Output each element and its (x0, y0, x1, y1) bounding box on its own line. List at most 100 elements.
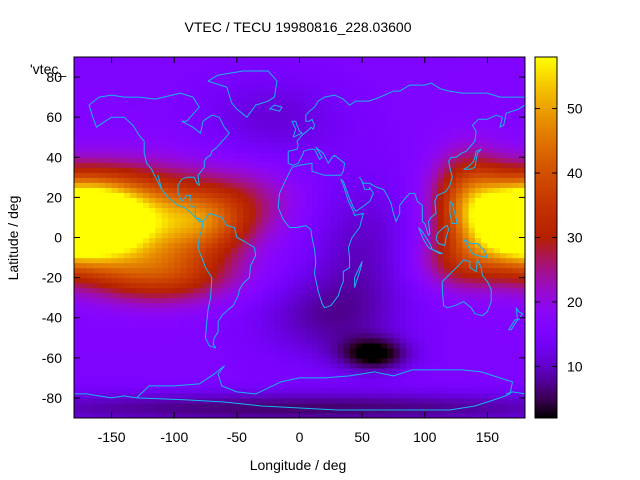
heatmap-cell (506, 382, 514, 389)
heatmap-cell (399, 242, 407, 249)
heatmap-cell (142, 342, 150, 349)
heatmap-cell (424, 212, 432, 219)
heatmap-cell (462, 392, 470, 399)
heatmap-cell (249, 232, 257, 239)
heatmap-cell (299, 262, 307, 269)
heatmap-cell (224, 297, 232, 304)
heatmap-cell (193, 322, 200, 329)
heatmap-cell (462, 202, 470, 209)
heatmap-cell (362, 317, 369, 324)
heatmap-cell (117, 182, 125, 188)
heatmap-cell (349, 362, 357, 369)
heatmap-cell (324, 212, 332, 219)
heatmap-cell (449, 372, 457, 379)
heatmap-cell (337, 252, 344, 259)
heatmap-cell (193, 137, 200, 143)
heatmap-cell (286, 267, 294, 274)
heatmap-cell (249, 317, 257, 324)
heatmap-cell (399, 217, 407, 224)
heatmap-cell (167, 137, 175, 143)
heatmap-cell (293, 212, 301, 219)
heatmap-cell (343, 77, 351, 83)
heatmap-cell (161, 92, 169, 98)
heatmap-cell (487, 352, 495, 359)
heatmap-cell (412, 382, 420, 389)
heatmap-cell (449, 162, 457, 168)
heatmap-cell (249, 102, 257, 108)
heatmap-cell (211, 122, 219, 128)
heatmap-cell (424, 252, 432, 259)
heatmap-cell (456, 352, 463, 359)
heatmap-cell (468, 287, 476, 294)
heatmap-cell (199, 402, 207, 409)
heatmap-cell (130, 347, 138, 354)
heatmap-cell (399, 157, 407, 163)
heatmap-cell (199, 192, 207, 198)
heatmap-cell (193, 97, 200, 103)
heatmap-cell (387, 387, 395, 394)
heatmap-cell (205, 112, 213, 118)
heatmap-cell (274, 207, 282, 214)
heatmap-cell (349, 247, 357, 254)
heatmap-cell (355, 72, 363, 78)
heatmap-cell (130, 77, 138, 83)
heatmap-cell (74, 157, 81, 163)
heatmap-cell (74, 87, 81, 93)
heatmap-cell (499, 252, 507, 259)
heatmap-cell (92, 157, 100, 163)
heatmap-cell (236, 352, 244, 359)
heatmap-cell (405, 347, 413, 354)
heatmap-cell (174, 227, 182, 234)
heatmap-cell (437, 127, 445, 133)
heatmap-cell (399, 142, 407, 148)
heatmap-cell (243, 117, 250, 123)
heatmap-cell (431, 317, 438, 324)
heatmap-cell (211, 137, 219, 143)
heatmap-cell (124, 187, 131, 193)
heatmap-cell (180, 192, 188, 198)
heatmap-cell (255, 137, 263, 143)
heatmap-cell (324, 122, 332, 128)
heatmap-cell (506, 327, 514, 334)
heatmap-cell (86, 127, 94, 133)
heatmap-cell (412, 407, 420, 414)
heatmap-cell (318, 102, 326, 108)
heatmap-cell (499, 327, 507, 334)
heatmap-cell (274, 317, 282, 324)
heatmap-cell (424, 307, 432, 314)
heatmap-cell (355, 382, 363, 389)
heatmap-cell (343, 277, 351, 284)
heatmap-cell (249, 87, 257, 93)
heatmap-cell (355, 157, 363, 163)
heatmap-cell (362, 382, 369, 389)
heatmap-cell (355, 177, 363, 183)
heatmap-cell (324, 132, 332, 138)
heatmap-cell (124, 197, 131, 203)
heatmap-cell (312, 207, 319, 214)
heatmap-cell (124, 292, 131, 299)
heatmap-cell (330, 252, 338, 259)
heatmap-cell (343, 282, 351, 289)
heatmap-cell (80, 97, 88, 103)
heatmap-cell (80, 127, 88, 133)
heatmap-cell (224, 347, 232, 354)
heatmap-cell (286, 232, 294, 239)
heatmap-cell (224, 137, 232, 143)
heatmap-cell (186, 302, 194, 309)
heatmap-cell (518, 157, 525, 163)
heatmap-cell (437, 202, 445, 209)
heatmap-cell (205, 377, 213, 384)
heatmap-cell (230, 167, 238, 173)
heatmap-cell (124, 67, 131, 73)
heatmap-cell (193, 377, 200, 384)
heatmap-cell (136, 377, 144, 384)
heatmap-cell (92, 407, 100, 414)
heatmap-cell (161, 342, 169, 349)
heatmap-cell (124, 337, 131, 344)
heatmap-cell (255, 147, 263, 153)
heatmap-cell (155, 262, 163, 269)
heatmap-cell (349, 212, 357, 219)
heatmap-cell (499, 347, 507, 354)
heatmap-cell (399, 292, 407, 299)
heatmap-cell (512, 102, 520, 108)
